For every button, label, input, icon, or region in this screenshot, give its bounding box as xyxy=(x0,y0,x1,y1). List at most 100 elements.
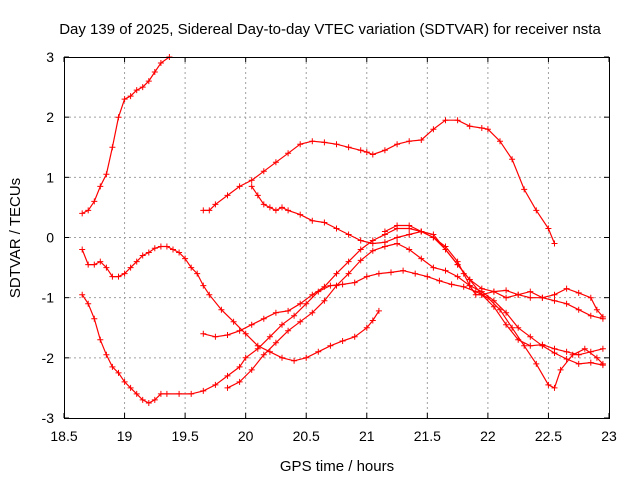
data-point xyxy=(484,126,491,133)
x-axis-title: GPS time / hours xyxy=(280,458,394,475)
series-line xyxy=(227,242,604,389)
series-sat-c xyxy=(79,243,382,364)
data-point xyxy=(339,338,346,344)
data-point xyxy=(394,240,401,247)
data-point xyxy=(133,87,140,94)
y-tick-label: 1 xyxy=(46,169,54,185)
data-point xyxy=(315,348,322,355)
data-point xyxy=(309,291,316,298)
data-point xyxy=(139,396,146,403)
plot-frame xyxy=(64,57,610,419)
series-line xyxy=(81,269,604,404)
data-point xyxy=(490,303,497,310)
data-point xyxy=(139,84,146,91)
data-point xyxy=(248,321,255,328)
data-point xyxy=(509,324,516,331)
data-point xyxy=(363,273,370,280)
data-point xyxy=(363,149,370,156)
data-point xyxy=(388,269,394,276)
data-point xyxy=(466,282,473,289)
data-point xyxy=(260,315,267,322)
series-sat-h xyxy=(381,222,606,322)
data-point xyxy=(521,186,528,193)
data-point xyxy=(454,258,461,265)
data-point xyxy=(151,245,158,252)
data-point xyxy=(478,125,485,131)
data-point xyxy=(418,228,425,235)
data-point xyxy=(357,257,364,264)
x-tick-label: 22.5 xyxy=(535,428,562,444)
data-point xyxy=(533,360,540,367)
data-point xyxy=(351,333,358,340)
data-point xyxy=(206,291,213,298)
data-point xyxy=(127,384,134,391)
data-point xyxy=(163,390,170,397)
data-point xyxy=(200,330,207,337)
data-point xyxy=(121,96,128,103)
data-point xyxy=(285,327,292,334)
data-point xyxy=(206,207,213,214)
data-point xyxy=(345,231,352,238)
data-point xyxy=(333,270,340,277)
x-tick-label: 21.5 xyxy=(414,428,441,444)
data-point xyxy=(333,225,340,232)
data-point xyxy=(248,366,255,373)
data-point xyxy=(127,93,134,100)
data-point xyxy=(430,234,437,241)
data-point xyxy=(260,168,267,175)
series-layer xyxy=(79,54,606,406)
data-point xyxy=(321,219,328,226)
data-point xyxy=(527,333,534,340)
data-point xyxy=(115,369,122,376)
data-point xyxy=(369,240,376,247)
series-line xyxy=(251,186,604,356)
data-point xyxy=(369,317,376,324)
data-point xyxy=(527,288,534,295)
x-tick-label: 20 xyxy=(238,428,254,444)
data-point xyxy=(599,315,606,322)
data-point xyxy=(103,351,110,358)
data-point xyxy=(79,291,86,298)
data-point xyxy=(557,366,564,373)
data-point xyxy=(599,345,606,352)
data-point xyxy=(515,336,522,343)
data-point xyxy=(599,362,606,369)
data-point xyxy=(424,273,431,280)
data-point xyxy=(91,315,98,322)
data-point xyxy=(303,354,310,361)
data-point xyxy=(581,345,588,352)
data-point xyxy=(357,246,364,253)
y-tick-label: 2 xyxy=(46,109,54,125)
grid xyxy=(64,57,609,418)
data-point xyxy=(551,297,558,304)
data-point xyxy=(266,348,273,355)
data-point xyxy=(103,264,110,271)
data-point xyxy=(200,207,207,214)
data-point xyxy=(521,342,528,349)
data-point xyxy=(527,294,534,301)
y-tick-label: 3 xyxy=(46,49,54,65)
data-point xyxy=(587,294,594,301)
data-point xyxy=(309,138,316,145)
data-point xyxy=(539,294,546,301)
y-axis-title: SDTVAR / TECUs xyxy=(7,178,24,298)
data-point xyxy=(369,247,376,254)
data-point xyxy=(563,285,570,292)
data-point xyxy=(406,222,413,229)
data-point xyxy=(297,141,304,148)
data-point xyxy=(454,273,461,280)
x-tick-label: 23 xyxy=(601,428,617,444)
data-point xyxy=(490,297,497,304)
data-point xyxy=(97,258,104,265)
data-point xyxy=(587,359,594,366)
data-point xyxy=(115,114,122,121)
data-point xyxy=(85,300,92,307)
y-tick-label: -2 xyxy=(42,350,55,366)
data-point xyxy=(575,306,582,313)
data-point xyxy=(212,201,219,208)
data-point xyxy=(381,239,388,246)
data-point xyxy=(515,324,522,331)
data-point xyxy=(321,139,328,146)
data-point xyxy=(381,147,388,154)
data-point xyxy=(593,354,600,361)
